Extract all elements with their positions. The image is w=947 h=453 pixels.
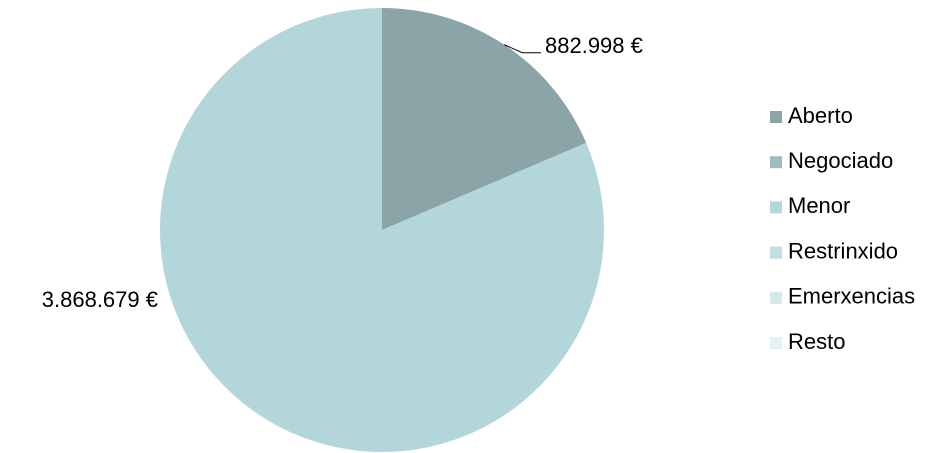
pie-slice <box>160 8 605 453</box>
legend-swatch <box>770 291 782 304</box>
pie-slice <box>382 8 587 230</box>
data-label: 3.868.679 € <box>42 287 158 312</box>
legend-label: Emerxencias <box>788 284 915 309</box>
legend-label: Negociado <box>788 148 893 173</box>
legend-swatch <box>770 337 782 349</box>
legend-label: Menor <box>788 193 850 218</box>
legend-swatch <box>770 111 782 123</box>
legend-label: Restrinxido <box>788 238 898 263</box>
data-label: 882.998 € <box>545 33 643 58</box>
legend-label: Aberto <box>788 103 853 128</box>
legend-swatch <box>770 246 782 259</box>
legend-swatch <box>770 201 782 214</box>
legend-swatch <box>770 156 782 169</box>
legend-label: Resto <box>788 329 845 354</box>
leader-line <box>504 44 541 54</box>
